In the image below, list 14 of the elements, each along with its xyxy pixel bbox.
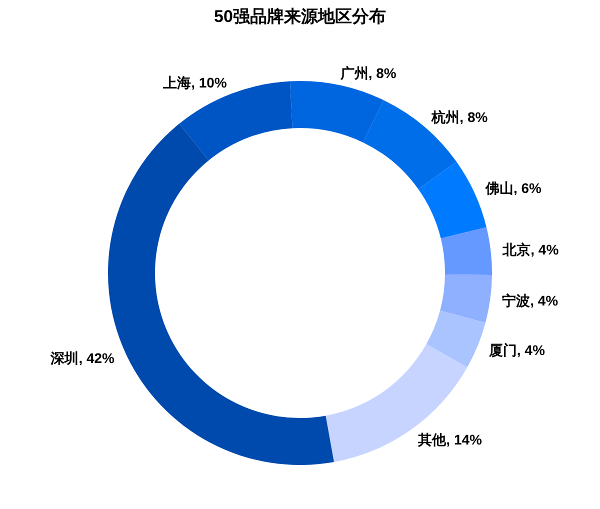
slice-label: 杭州, 8% [430, 109, 488, 126]
slice-label: 宁波, 4% [502, 292, 559, 309]
slice-label: 佛山, 6% [484, 180, 542, 196]
slice-label: 广州, 8% [339, 65, 397, 82]
chart-title: 50强品牌来源地区分布 [214, 7, 386, 26]
donut-slice [440, 227, 492, 276]
slice-label: 其他, 14% [417, 431, 483, 448]
donut-slice [418, 162, 486, 238]
slice-label: 上海, 10% [162, 74, 228, 91]
slice-label: 北京, 4% [502, 242, 560, 258]
slice-label: 深圳, 42% [50, 350, 116, 366]
donut-slice [426, 310, 486, 368]
donut-slice [440, 274, 492, 323]
slice-label: 厦门, 4% [488, 342, 546, 358]
